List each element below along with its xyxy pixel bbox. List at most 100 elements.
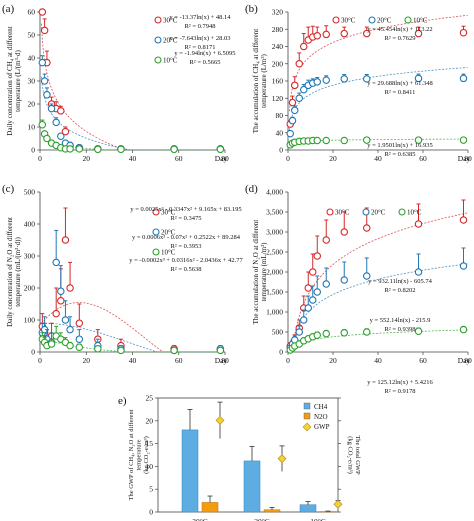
data-point: [459, 136, 468, 144]
fit-curve-1: [289, 67, 468, 131]
data-point: [295, 94, 303, 103]
legend-marker: [154, 36, 162, 44]
data-point: [322, 76, 330, 84]
data-point: [340, 228, 348, 236]
legend-marker: [154, 56, 162, 64]
fit-equation: y = 932.11ln(x) - 605.74: [368, 278, 432, 285]
y-tick-label: 30: [28, 77, 36, 86]
gwp-marker: [277, 454, 287, 464]
legend-marker: [362, 208, 370, 216]
fit-curve-0: [289, 14, 468, 112]
data-point: [66, 325, 74, 334]
y2-axis-label-line: (kg CO₂-e/m³): [347, 436, 354, 474]
legend-label: N2O: [314, 413, 328, 421]
x-tick-label: 60: [419, 154, 427, 163]
chart-panel-4: 0 5 10 15 20 25 e)The GWP of CH₄, N₂O at diffe…: [118, 394, 361, 521]
fit-r2: R² = 0.3953: [170, 243, 201, 250]
legend-label: 30°C: [163, 17, 178, 25]
legend-label: 20°C: [371, 209, 386, 217]
data-point: [43, 91, 51, 99]
data-point: [308, 268, 317, 276]
fit-r2: R² = 0.7948: [184, 23, 215, 30]
y-tick-label: 100: [24, 316, 36, 325]
x-tick-label: 80: [221, 154, 229, 163]
y-tick-label: 1,000: [266, 308, 283, 317]
data-point: [117, 346, 125, 355]
data-point: [47, 340, 56, 348]
y-tick-label: 500: [272, 328, 284, 337]
fit-equation: y = 29.688ln(x) + 61.348: [367, 80, 432, 87]
legend-swatch: [303, 412, 311, 420]
legend-label: 10°C: [163, 57, 178, 65]
y-tick-label: 200: [24, 284, 36, 293]
fit-equation: y = 45.454ln(x) + 113.22: [367, 26, 432, 33]
data-point: [216, 346, 225, 355]
fit-curve-2: [41, 338, 225, 353]
x-tick-label: 0: [286, 356, 290, 365]
chart-panel-3: 0 500 1,000 1,500 2,000 2,500 3,000 3,500 4,000 0…: [245, 183, 472, 395]
data-point: [40, 26, 49, 35]
y-tick-label: 0: [31, 146, 35, 155]
data-point: [313, 252, 321, 260]
bar-n2o: [263, 509, 281, 513]
x-tick-label: 0: [38, 356, 42, 365]
data-point: [414, 29, 423, 38]
bar-ch4: [243, 460, 261, 513]
y-axis-label: Daily concentration of CH₄ at differentt…: [6, 26, 22, 135]
data-point: [57, 287, 65, 295]
legend-marker: [398, 208, 406, 216]
y-tick-label: 320: [272, 8, 284, 17]
y-tick-label: 5: [149, 485, 153, 494]
x-tick-label: 20: [83, 356, 91, 365]
data-point: [362, 328, 371, 336]
y-tick-label: 0: [279, 146, 283, 155]
data-point: [75, 343, 84, 351]
data-point: [313, 331, 321, 339]
data-point: [304, 284, 312, 292]
bar-ch4: [181, 429, 199, 513]
data-point: [52, 258, 60, 267]
data-point: [43, 134, 51, 143]
data-point: [362, 272, 371, 280]
data-point: [295, 328, 303, 336]
x-unit-label: Day: [215, 356, 228, 365]
fit-curve-1: [289, 263, 468, 353]
y-tick-label: 40: [28, 54, 36, 63]
data-point: [75, 335, 84, 343]
fit-r2: R² = 0.6385: [384, 151, 415, 158]
fit-r2: R² = 0.5638: [170, 266, 201, 273]
fit-equation: y = 0.0006x³ - 0.07x² + 0.2522x + 89.284: [132, 234, 241, 241]
x-tick-label: 40: [129, 356, 137, 365]
x-category-label: 30°C: [192, 517, 208, 521]
y-tick-label: 10: [146, 462, 154, 471]
data-point: [52, 309, 60, 318]
x-category-label: 20°C: [254, 517, 270, 521]
y-tick-label: 10: [28, 123, 36, 132]
data-point: [362, 29, 371, 38]
y-axis-label: Daily concentration of N₂O at differentt…: [6, 217, 22, 327]
x-tick-label: 20: [83, 154, 91, 163]
data-point: [322, 329, 330, 338]
data-point: [362, 136, 371, 144]
x-category-label: 10°C: [310, 517, 326, 521]
data-point: [94, 345, 102, 353]
legend-marker: [152, 208, 160, 216]
y-axis-label: The accumulation of N₂O at differenttemp…: [252, 220, 268, 325]
y-axis-label-line: (kg CO₂-e/m³): [143, 436, 150, 474]
y-tick-label: 1,500: [266, 288, 283, 297]
y-tick-label: 500: [24, 188, 36, 197]
legend-marker: [368, 16, 376, 24]
y-axis-label-line: temperature (L/m³): [260, 54, 268, 108]
legend-swatch: [302, 422, 312, 432]
y-tick-label: 2,500: [266, 248, 283, 257]
legend-swatch: [303, 402, 311, 410]
data-point: [308, 296, 317, 304]
fit-curve-1: [41, 76, 225, 151]
fit-equation: y = -0.0002x³ + 0.0316x² - 2.0436x + 42.…: [129, 257, 243, 264]
data-point: [170, 145, 178, 154]
y-tick-label: 200: [272, 59, 284, 68]
data-point: [57, 297, 65, 305]
fit-r2: R² = 0.9178: [384, 388, 415, 395]
data-point: [75, 145, 84, 153]
